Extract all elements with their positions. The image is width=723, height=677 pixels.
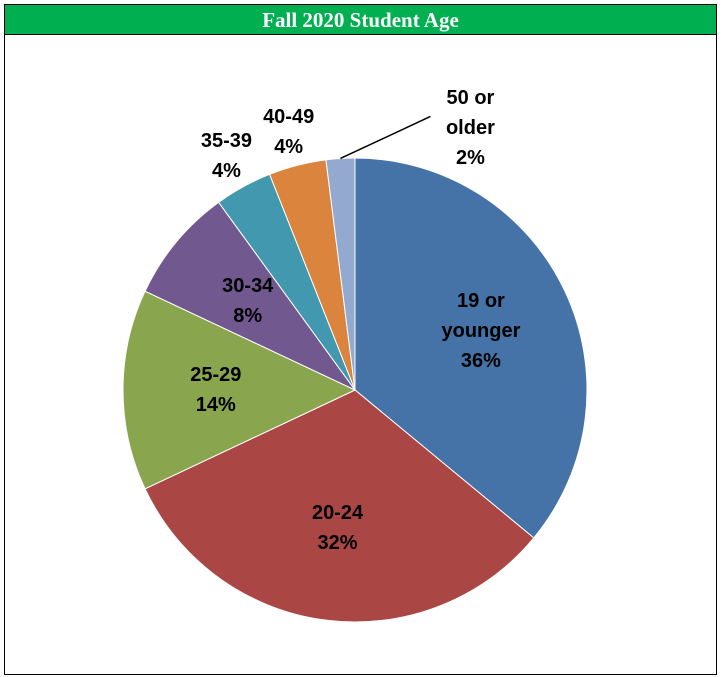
- leader-line: [340, 115, 431, 160]
- data-label: 20-24 32%: [283, 498, 393, 558]
- data-label: 35-39 4%: [171, 126, 281, 186]
- pie-slice: [144, 389, 535, 623]
- label-category: 35-39: [200, 130, 253, 153]
- label-value: 14%: [195, 394, 236, 416]
- data-label: 40-49 4%: [234, 102, 344, 162]
- label-category: 20-24: [311, 502, 364, 525]
- chart-title: Fall 2020 Student Age: [4, 4, 717, 35]
- label-category: 40-49: [263, 105, 315, 128]
- label-category: 25-29: [190, 364, 242, 386]
- label-value: 4%: [212, 160, 241, 183]
- label-value: 4%: [274, 135, 304, 158]
- label-value: 36%: [460, 349, 501, 372]
- label-value: 8%: [233, 305, 263, 328]
- data-label: 25-29 14%: [161, 360, 271, 420]
- data-label: 19 or younger 36%: [426, 286, 536, 376]
- data-label: 30-34 8%: [193, 271, 303, 331]
- pie-slice: [122, 290, 357, 490]
- label-value: 2%: [455, 147, 485, 170]
- label-value: 32%: [317, 532, 358, 555]
- label-category: 30-34: [222, 275, 274, 298]
- data-label: 50 or older 2%: [430, 83, 510, 173]
- pie-slice: [144, 201, 356, 391]
- pie-slice: [354, 157, 588, 539]
- label-category: 19 or younger: [441, 289, 521, 342]
- label-category: 50 or older: [445, 87, 495, 140]
